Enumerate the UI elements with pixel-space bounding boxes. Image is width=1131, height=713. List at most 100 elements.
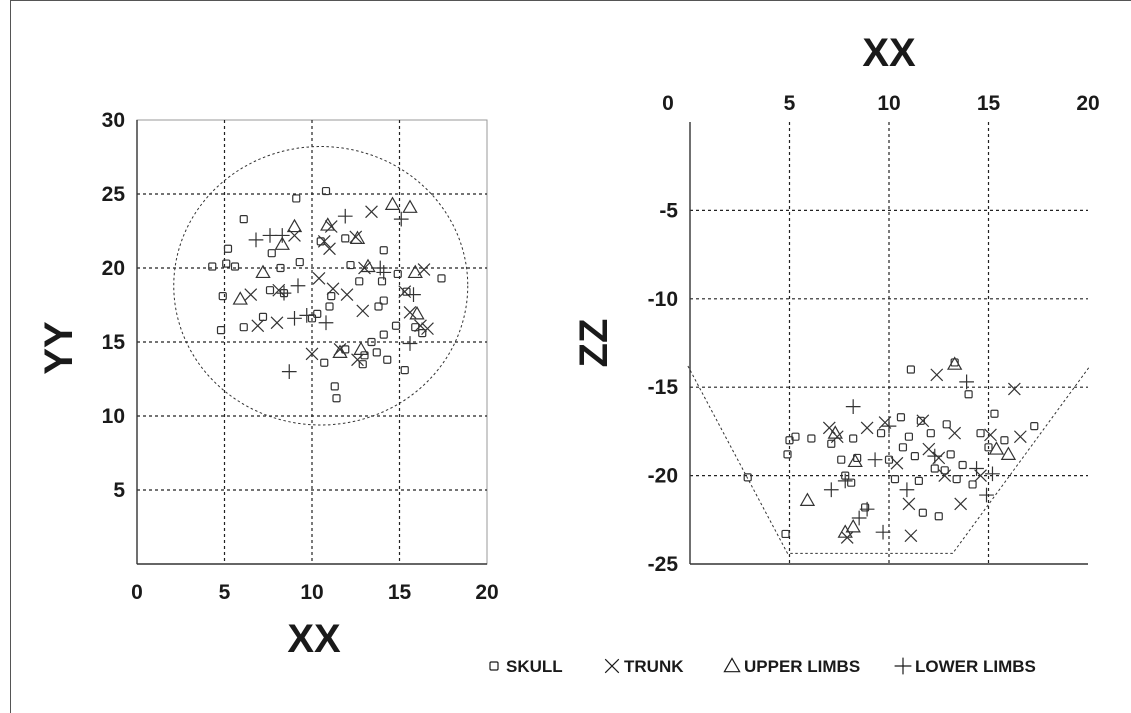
series-upper-limbs [799,356,1017,538]
chart-xy: 0 5 10 15 20 5 10 15 20 25 30 XX YY [37,109,499,661]
data-point [859,501,875,517]
data-point [376,265,392,280]
data-point [258,312,268,321]
y-tick-label: 15 [102,331,126,354]
data-point [265,286,275,295]
legend-marker-square [489,661,499,671]
data-point [847,478,856,487]
data-point [968,480,977,489]
data-point [884,455,894,464]
data-point [823,482,839,498]
data-point [926,429,935,438]
data-point [976,429,985,438]
legend-item-skull: SKULL [489,657,563,676]
data-point [244,288,258,302]
legend-label: UPPER LIMBS [744,657,860,676]
data-point [881,418,897,434]
data-point [400,366,409,375]
data-point [286,218,303,233]
data-point [946,450,955,459]
data-point [437,274,446,283]
data-point [325,302,334,311]
data-point [830,430,844,444]
data-point [393,211,409,227]
data-point [232,291,248,305]
data-point [367,337,376,347]
data-point [218,292,227,301]
data-point [406,287,421,302]
data-point [391,321,401,330]
data-point [743,473,752,482]
data-point [906,365,915,374]
data-point [292,194,301,203]
data-point [827,439,836,448]
data-point [914,476,923,486]
data-point [984,443,993,452]
data-point [1030,421,1039,431]
outline-circle [173,146,469,426]
data-point [305,347,319,361]
data-point [355,277,364,286]
data-point [988,441,1005,455]
legend: SKULL TRUNK UPPER LIMBS LOWER LIMBS [489,657,1036,676]
data-point [896,413,906,422]
data-point [377,277,387,286]
data-point [372,348,381,357]
data-point [421,322,434,336]
data-point [849,434,858,443]
y-tick-label: 5 [113,479,125,502]
data-point [383,355,392,364]
data-point [1000,446,1017,460]
data-point [781,529,790,539]
y-axis-title: ZZ [572,319,616,368]
data-point [299,308,315,323]
x-tick-label: 15 [388,581,412,604]
data-point [360,351,369,360]
data-point [330,382,339,391]
data-point [958,460,967,470]
data-point [332,394,341,403]
data-point [356,304,370,318]
data-point [890,475,900,484]
data-point [934,512,943,521]
data-point [411,323,420,332]
data-point [379,330,388,339]
x-tick-label: 15 [977,92,1001,115]
data-point [326,282,340,296]
data-point [379,246,388,255]
data-point [276,263,285,273]
data-point [346,260,355,270]
data-point [985,466,1000,482]
legend-item-upper-limbs: UPPER LIMBS [723,657,860,676]
data-point [904,432,914,441]
data-point [861,503,870,512]
data-point [353,341,369,355]
data-point [313,309,322,318]
data-point [351,353,364,367]
data-point [1007,382,1021,396]
x-tick-label: 20 [475,581,498,604]
data-point [222,259,231,268]
data-point [239,323,248,332]
data-point [845,399,861,414]
data-point [324,220,338,233]
data-point [990,409,999,418]
data-point [318,315,334,331]
data-point [916,416,925,425]
data-point [890,456,904,470]
data-point [791,432,800,441]
y-tick-label: -15 [648,376,679,399]
data-point [807,434,816,443]
data-point [230,262,240,271]
data-point [374,302,383,311]
data-point [876,429,886,438]
data-point [940,466,949,475]
outline-trapezoid [687,365,1091,554]
data-point [239,215,248,224]
data-point [845,519,861,533]
data-point [316,237,325,246]
y-tick-label: 30 [102,109,125,132]
legend-marker-plus [894,657,912,675]
figure-frame [10,0,1131,713]
legend-item-trunk: TRUNK [604,657,684,676]
